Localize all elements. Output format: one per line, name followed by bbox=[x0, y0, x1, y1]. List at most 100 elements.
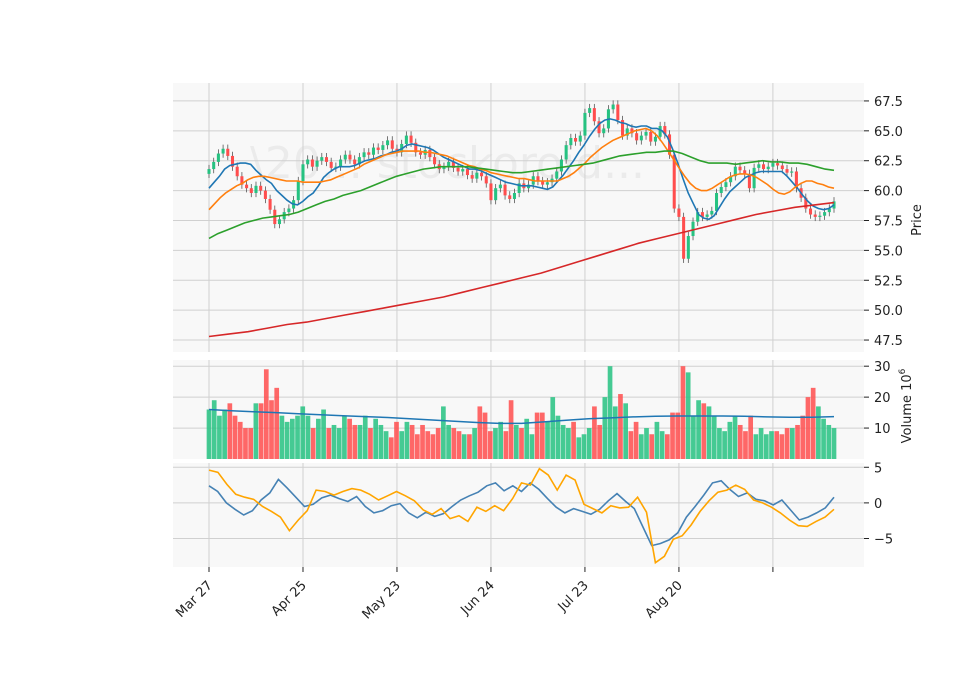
volume-bar bbox=[451, 428, 457, 459]
candle-body bbox=[804, 197, 808, 209]
volume-bar bbox=[211, 400, 217, 459]
volume-bar bbox=[597, 424, 602, 459]
candle-body bbox=[433, 157, 437, 165]
y-tick-label: 10 bbox=[874, 422, 891, 437]
candle-body bbox=[390, 140, 394, 149]
volume-bar bbox=[555, 415, 561, 459]
volume-bar bbox=[519, 428, 524, 459]
volume-bar bbox=[524, 418, 530, 459]
price-panel-background bbox=[173, 83, 864, 352]
volume-bar bbox=[545, 421, 550, 459]
volume-bar bbox=[227, 403, 233, 459]
candle-body bbox=[738, 166, 742, 171]
volume-bar bbox=[243, 428, 248, 459]
candle-body bbox=[494, 188, 498, 201]
candle-body bbox=[517, 183, 521, 193]
x-tick-label: May 23 bbox=[360, 578, 404, 622]
volume-bar bbox=[373, 418, 379, 459]
candle-body bbox=[686, 236, 690, 259]
volume-bar bbox=[383, 431, 389, 459]
candle-body bbox=[287, 208, 291, 213]
candle-body bbox=[418, 152, 422, 155]
y-tick-label: 60.0 bbox=[874, 185, 903, 200]
volume-average-line bbox=[208, 408, 835, 425]
volume-bar bbox=[680, 366, 686, 459]
candle-body bbox=[771, 163, 775, 167]
y-tick-label: 65.0 bbox=[874, 125, 903, 140]
volume-bar bbox=[805, 397, 811, 459]
candle-body bbox=[484, 176, 488, 184]
candle-body bbox=[780, 165, 784, 170]
volume-bar bbox=[420, 424, 425, 459]
candle-body bbox=[691, 221, 695, 237]
candle-body bbox=[682, 216, 686, 259]
volume-bar bbox=[701, 403, 707, 459]
y-tick-label: −5 bbox=[874, 533, 893, 548]
candle-body bbox=[611, 104, 615, 110]
candle-body bbox=[729, 176, 733, 183]
candle-body bbox=[221, 148, 225, 154]
candle-body bbox=[616, 104, 620, 121]
volume-bar bbox=[649, 434, 655, 459]
volume-bar bbox=[706, 406, 712, 459]
volume-bar bbox=[763, 434, 769, 459]
oscillator-signal-line bbox=[208, 467, 835, 565]
volume-bar bbox=[654, 421, 660, 459]
candle-body bbox=[503, 184, 507, 196]
candle-body bbox=[621, 120, 625, 136]
candle-body bbox=[696, 212, 700, 222]
y-tick-label: 5 bbox=[874, 461, 882, 476]
volume-bar bbox=[414, 434, 420, 459]
volume-bar bbox=[566, 428, 571, 459]
candle-body bbox=[475, 172, 479, 179]
candle-body bbox=[592, 108, 596, 122]
candle-body bbox=[588, 108, 592, 113]
volume-bar bbox=[560, 424, 566, 459]
volume-bar bbox=[581, 434, 587, 459]
candle-body bbox=[574, 137, 578, 142]
volume-bar bbox=[821, 418, 826, 459]
candle-body bbox=[240, 176, 244, 185]
candle-body bbox=[324, 157, 329, 162]
volume-bar bbox=[659, 431, 665, 459]
moving-average-lines bbox=[208, 118, 835, 338]
oscillator-lines bbox=[208, 467, 835, 565]
volume-bar bbox=[482, 412, 488, 459]
candle-body bbox=[414, 142, 418, 153]
candle-body bbox=[794, 171, 798, 189]
candle-body bbox=[747, 173, 751, 189]
candle-body bbox=[212, 161, 216, 170]
candle-body bbox=[635, 133, 639, 141]
candle-body bbox=[461, 169, 465, 172]
volume-bar bbox=[784, 428, 790, 459]
candle-body bbox=[367, 152, 371, 155]
y-tick-label: 52.5 bbox=[874, 274, 903, 289]
candle-body bbox=[785, 169, 789, 173]
candle-body bbox=[376, 147, 380, 150]
candle-body bbox=[761, 164, 766, 170]
y-tick-label: 0 bbox=[874, 497, 882, 512]
candle-body bbox=[536, 176, 540, 182]
volume-bar bbox=[456, 431, 462, 459]
volume-bar bbox=[237, 421, 243, 459]
osc-panel-background bbox=[173, 463, 864, 567]
candle-body bbox=[733, 166, 737, 177]
candle-body bbox=[559, 159, 563, 172]
candle-body bbox=[719, 187, 723, 193]
candle-body bbox=[230, 155, 235, 167]
volume-bar bbox=[357, 424, 363, 459]
moving-average-long-line bbox=[208, 150, 835, 240]
candle-body bbox=[752, 167, 756, 189]
candle-body bbox=[480, 172, 484, 177]
candle-body bbox=[672, 154, 676, 209]
candle-body bbox=[700, 212, 704, 217]
volume-bar bbox=[571, 421, 576, 459]
x-tick-label: Apr 25 bbox=[269, 578, 310, 619]
volume-bar bbox=[446, 424, 451, 459]
volume-bar bbox=[472, 428, 477, 459]
volume-bar bbox=[310, 428, 316, 459]
candle-body bbox=[743, 170, 747, 174]
volume-bar bbox=[628, 431, 634, 459]
candle-body bbox=[216, 153, 220, 162]
volume-axis-title-text: Volume 10 bbox=[900, 374, 915, 443]
